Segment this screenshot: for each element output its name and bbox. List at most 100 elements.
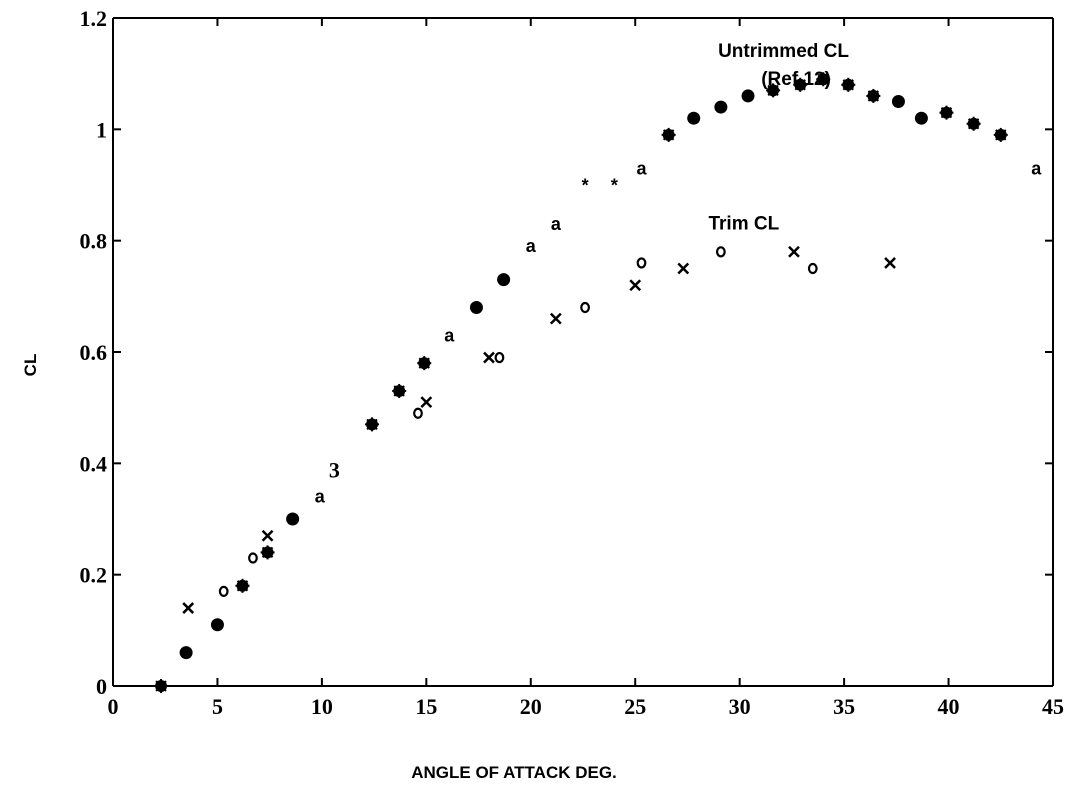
y-tick-label: 0.2 xyxy=(80,563,108,588)
point-a: a xyxy=(526,236,537,256)
point-star xyxy=(260,545,275,560)
point-star xyxy=(816,72,831,87)
point-o xyxy=(413,407,423,419)
point-o xyxy=(807,262,818,275)
point-star-ray xyxy=(366,418,378,431)
point-asterisk: * xyxy=(582,175,589,195)
point-star-ray xyxy=(393,385,405,397)
point-o xyxy=(494,351,505,364)
point-x xyxy=(788,245,800,258)
point-x-stroke xyxy=(884,257,896,269)
point-star xyxy=(365,417,380,432)
x-tick-label: 35 xyxy=(833,694,855,719)
point-star xyxy=(793,77,808,92)
y-tick-label: 0 xyxy=(96,674,107,699)
point-star-ray xyxy=(767,84,779,97)
point-star-ray xyxy=(236,580,249,592)
point-dot xyxy=(891,95,905,108)
point-star xyxy=(235,578,250,593)
annotation-label: (Ref.12) xyxy=(761,69,831,90)
annotation-label: Trim CL xyxy=(708,214,779,235)
point-x xyxy=(884,257,896,269)
point-a: a xyxy=(1031,158,1042,178)
point-dot xyxy=(687,111,701,125)
point-x xyxy=(261,529,274,542)
point-x-stroke xyxy=(420,396,433,408)
point-o xyxy=(715,246,726,258)
point-star xyxy=(966,116,981,131)
point-star-ray xyxy=(662,129,675,141)
point-dot xyxy=(497,273,511,287)
point-x-stroke xyxy=(182,602,195,614)
point-x xyxy=(629,279,642,292)
point-star xyxy=(417,356,432,371)
point-dot xyxy=(210,618,224,632)
point-star-ray xyxy=(155,680,167,692)
point-x xyxy=(420,396,433,408)
point-star xyxy=(841,77,856,92)
x-axis-title: ANGLE OF ATTACK DEG. xyxy=(411,763,617,782)
x-tick-label: 10 xyxy=(311,694,333,719)
point-star xyxy=(661,127,676,142)
point-o xyxy=(580,301,590,314)
annotation-3: 3 xyxy=(329,457,340,482)
point-x-stroke xyxy=(677,262,690,275)
point-dot xyxy=(179,646,193,660)
x-tick-label: 0 xyxy=(108,694,119,719)
point-star xyxy=(392,383,407,398)
point-dot xyxy=(286,512,300,526)
point-x xyxy=(182,602,195,614)
point-a: a xyxy=(315,487,326,507)
point-o xyxy=(248,552,258,564)
point-x-stroke xyxy=(261,529,274,542)
point-x-stroke xyxy=(788,245,800,258)
y-tick-label: 1 xyxy=(96,117,107,142)
point-x xyxy=(549,312,562,325)
x-tick-label: 30 xyxy=(729,694,751,719)
x-tick-label: 40 xyxy=(938,694,960,719)
point-star xyxy=(766,83,781,98)
y-tick-label: 0.8 xyxy=(80,229,108,254)
point-star-ray xyxy=(940,106,953,119)
x-tick-label: 45 xyxy=(1042,694,1064,719)
point-dot xyxy=(714,100,728,114)
point-star-ray xyxy=(418,357,430,369)
point-star-ray xyxy=(995,129,1007,141)
point-o xyxy=(218,585,229,597)
y-tick-label: 1.2 xyxy=(80,6,108,31)
annotations: Untrimmed CL (Ref.12) Trim CL 3 xyxy=(329,41,849,482)
point-dot xyxy=(914,111,928,125)
point-star-ray xyxy=(867,90,880,102)
point-o xyxy=(636,257,647,269)
point-star-ray xyxy=(261,546,274,559)
x-tick-label: 15 xyxy=(415,694,437,719)
point-x-stroke xyxy=(483,351,495,364)
plot-frame xyxy=(112,17,1054,687)
point-star xyxy=(939,105,954,120)
y-tick-label: 0.6 xyxy=(80,340,108,365)
y-ticks: 0 0.2 0.4 0.6 0.8 1 1.2 xyxy=(80,6,1053,699)
point-dot xyxy=(469,300,483,314)
point-star xyxy=(866,88,881,103)
point-x xyxy=(483,351,495,364)
point-a: a xyxy=(636,158,647,178)
point-x-stroke xyxy=(629,279,642,292)
point-x xyxy=(677,262,690,275)
x-tick-label: 20 xyxy=(520,694,542,719)
point-star-ray xyxy=(794,79,806,91)
point-star xyxy=(154,679,169,693)
x-ticks: 0 5 10 15 20 25 30 35 40 45 xyxy=(108,18,1064,719)
point-star xyxy=(993,127,1008,142)
point-star-ray xyxy=(967,118,980,130)
annotation-label: Untrimmed CL xyxy=(718,41,849,62)
point-a: a xyxy=(551,214,562,234)
x-tick-label: 5 xyxy=(212,694,223,719)
point-x-stroke xyxy=(549,312,562,325)
y-axis-title: CL xyxy=(21,354,40,377)
point-dot xyxy=(741,89,755,103)
point-asterisk: * xyxy=(611,175,618,195)
point-star-ray xyxy=(817,73,829,85)
y-tick-label: 0.4 xyxy=(80,451,108,476)
